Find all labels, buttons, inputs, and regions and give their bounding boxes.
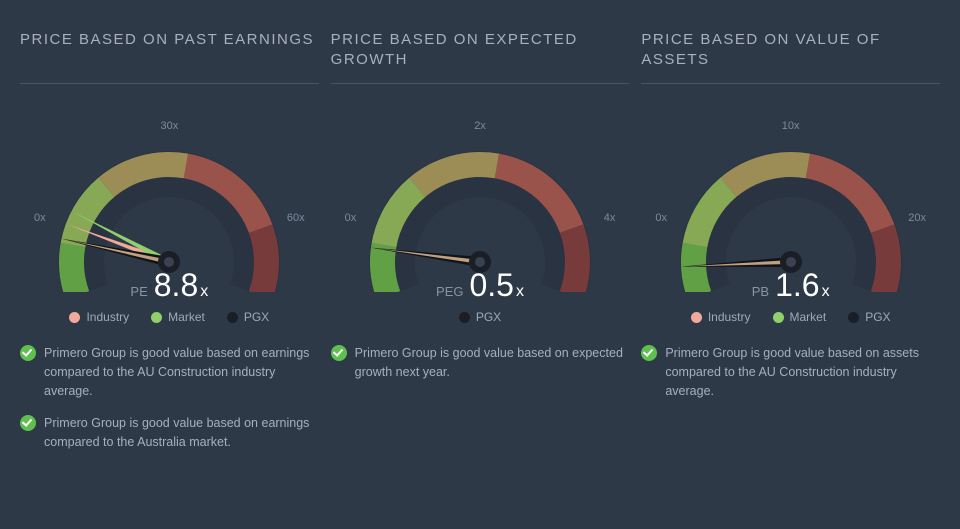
metric-label: PE [130, 284, 147, 299]
metric-label: PB [752, 284, 769, 299]
metric-value: 8.8 [154, 267, 198, 304]
note: Primero Group is good value based on ear… [20, 344, 319, 400]
metric-value: 0.5 [469, 267, 513, 304]
tick-mid: 2x [474, 120, 486, 132]
gauge-wrap: 0x 2x 4x PEG 0.5x [331, 112, 630, 322]
check-icon [20, 415, 36, 431]
notes: Primero Group is good value based on ear… [20, 344, 319, 452]
note: Primero Group is good value based on exp… [331, 344, 630, 382]
tick-start: 0x [34, 212, 46, 224]
tick-start: 0x [655, 212, 667, 224]
gauge-wrap: 0x 30x 60x PE 8.8x [20, 112, 319, 322]
check-icon [20, 345, 36, 361]
metric-suffix: x [200, 283, 208, 301]
metric-suffix: x [822, 283, 830, 301]
notes: Primero Group is good value based on ass… [641, 344, 940, 400]
tick-end: 4x [604, 212, 616, 224]
metric: PB 1.6x [752, 267, 830, 304]
check-icon [331, 345, 347, 361]
note-text: Primero Group is good value based on ass… [665, 344, 940, 400]
tick-end: 60x [287, 212, 305, 224]
tick-start: 0x [345, 212, 357, 224]
tick-end: 20x [908, 212, 926, 224]
note: Primero Group is good value based on ear… [20, 414, 319, 452]
metric: PE 8.8x [130, 267, 208, 304]
note-text: Primero Group is good value based on ear… [44, 344, 319, 400]
note: Primero Group is good value based on ass… [641, 344, 940, 400]
metric-suffix: x [516, 283, 524, 301]
note-text: Primero Group is good value based on exp… [355, 344, 630, 382]
panel-title: PRICE BASED ON PAST EARNINGS [20, 30, 319, 84]
metric-label: PEG [436, 284, 463, 299]
metric: PEG 0.5x [436, 267, 524, 304]
tick-mid: 30x [160, 120, 178, 132]
gauge-panel-2: PRICE BASED ON VALUE OF ASSETS 0x 10x 20x PB… [641, 30, 940, 452]
tick-mid: 10x [782, 120, 800, 132]
gauge-panel-1: PRICE BASED ON EXPECTED GROWTH0x2x4xPEG0… [331, 30, 630, 452]
panel-title: PRICE BASED ON EXPECTED GROWTH [331, 30, 630, 84]
notes: Primero Group is good value based on exp… [331, 344, 630, 382]
note-text: Primero Group is good value based on ear… [44, 414, 319, 452]
gauge-wrap: 0x 10x 20x PB 1.6x [641, 112, 940, 322]
metric-value: 1.6 [775, 267, 819, 304]
panel-title: PRICE BASED ON VALUE OF ASSETS [641, 30, 940, 84]
gauge-panel-0: PRICE BASED ON PAST EARNINGS 0x 30x 60x PE 8.… [20, 30, 319, 452]
check-icon [641, 345, 657, 361]
